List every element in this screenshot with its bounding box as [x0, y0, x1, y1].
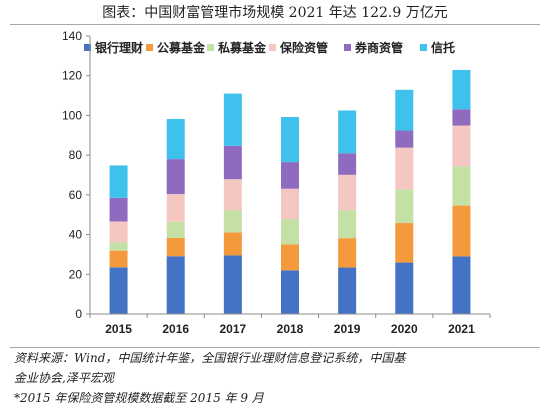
bar-segment	[338, 267, 357, 314]
legend-label: 保险资管	[279, 40, 328, 55]
bar-stack-2018	[281, 117, 299, 314]
stacked-bar-chart: 银行理财 公募基金 私募基金 保险资管 券商资管 信托 0 20 40 60 80 100 120 14…	[62, 29, 491, 336]
legend: 银行理财 公募基金 私募基金 保险资管 券商资管 信托	[84, 40, 455, 55]
bar-segment	[338, 238, 357, 268]
bar-segment	[338, 174, 357, 211]
y-tick-label: 60	[69, 188, 83, 202]
y-tick-label: 20	[69, 267, 83, 281]
bar-segment	[395, 130, 414, 148]
bar-segment	[166, 194, 185, 222]
x-tick-label: 2016	[162, 322, 189, 336]
bar-segment	[395, 189, 414, 224]
bar-stack-2019	[338, 110, 357, 314]
bar-segment	[166, 119, 185, 160]
legend-swatch	[344, 44, 351, 51]
bar-segment	[223, 232, 242, 256]
legend-label: 券商资管	[354, 40, 403, 55]
legend-item: 信托	[420, 40, 455, 55]
x-tick-label: 2015	[105, 322, 132, 336]
bar-stack-2021	[452, 69, 471, 314]
x-tick-label: 2020	[391, 322, 418, 336]
bar-segment	[109, 197, 128, 222]
bar-segment	[281, 162, 299, 189]
legend-label: 私募基金	[217, 40, 267, 55]
bar-segment	[452, 69, 471, 110]
legend-item: 私募基金	[207, 40, 267, 55]
x-tick-label: 2019	[334, 322, 361, 336]
bar-segment	[223, 255, 242, 314]
bar-segment	[452, 256, 471, 314]
legend-item: 保险资管	[269, 40, 328, 55]
legend-swatch	[420, 44, 427, 51]
bar-segment	[166, 237, 185, 257]
legend-item: 公募基金	[146, 40, 206, 55]
bar-segment	[166, 221, 185, 238]
bar-segment	[395, 147, 414, 190]
bar-segment	[223, 93, 242, 146]
y-tick-label: 120	[62, 69, 82, 83]
source-note-line-2: 金业协会,泽平宏观	[14, 371, 114, 385]
legend-label: 信托	[431, 40, 455, 55]
legend-swatch	[269, 44, 276, 51]
bar-segment	[281, 117, 299, 163]
bar-segment	[281, 188, 299, 220]
bars	[109, 69, 471, 314]
bar-segment	[109, 165, 128, 198]
y-tick-label: 40	[69, 228, 83, 242]
bar-segment	[281, 219, 299, 245]
bar-segment	[452, 166, 471, 206]
bar-stack-2020	[395, 89, 414, 314]
bar-segment	[338, 210, 357, 239]
y-tick-label: 140	[62, 29, 82, 43]
bar-segment	[338, 110, 357, 154]
legend-swatch	[146, 44, 153, 51]
bar-segment	[166, 256, 185, 314]
bottom-rule	[10, 347, 540, 348]
bar-stack-2016	[166, 119, 185, 314]
legend-swatch	[84, 44, 91, 51]
bar-segment	[452, 205, 471, 257]
bar-segment	[223, 179, 242, 211]
chart-title: 图表：中国财富管理市场规模 2021 年达 122.9 万亿元	[102, 5, 448, 21]
y-tick-label: 100	[62, 108, 82, 122]
bar-stack-2015	[109, 165, 128, 314]
bar-segment	[223, 210, 242, 233]
legend-swatch	[207, 44, 214, 51]
bar-segment	[338, 153, 357, 175]
bar-segment	[109, 242, 128, 251]
x-tick-label: 2017	[220, 322, 247, 336]
top-rule	[10, 24, 540, 25]
bar-segment	[395, 262, 414, 314]
y-tick-label: 80	[69, 148, 83, 162]
bar-segment	[281, 244, 299, 271]
bar-segment	[281, 270, 299, 314]
x-tick-label: 2018	[277, 322, 304, 336]
x-tick-label: 2021	[448, 322, 475, 336]
legend-item: 银行理财	[84, 40, 143, 55]
y-axis: 0 20 40 60 80 100 120 140	[62, 29, 91, 321]
bar-segment	[452, 125, 471, 167]
bar-segment	[452, 109, 471, 126]
legend-label: 公募基金	[157, 40, 206, 55]
bar-segment	[223, 145, 242, 180]
bar-segment	[395, 223, 414, 263]
x-axis: 2015 2016 2017 2018 2019 2020 2021	[89, 313, 491, 336]
bar-stack-2017	[223, 93, 242, 314]
legend-item: 券商资管	[344, 40, 403, 55]
bar-segment	[109, 221, 128, 243]
y-tick-label: 0	[75, 307, 82, 321]
bar-segment	[166, 159, 185, 195]
source-note-line-1: 资料来源：Wind，中国统计年鉴，全国银行业理财信息登记系统，中国基	[14, 351, 406, 365]
bar-segment	[395, 89, 414, 131]
bar-segment	[109, 250, 128, 268]
legend-label: 银行理财	[95, 40, 143, 55]
bar-segment	[109, 267, 128, 314]
source-note-line-3: *2015 年保险资管规模数据截至 2015 年 9 月	[14, 391, 264, 405]
